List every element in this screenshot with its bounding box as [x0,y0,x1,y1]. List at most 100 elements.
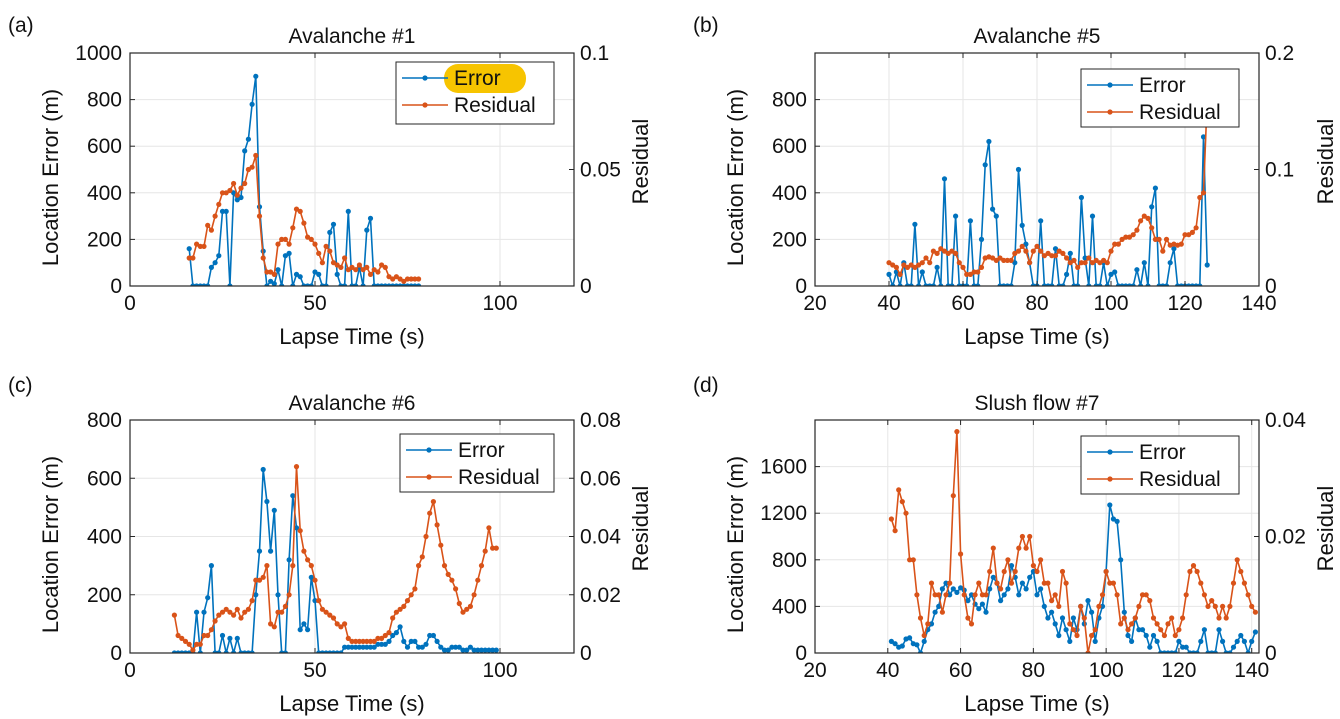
data-point [1060,283,1066,286]
data-point [1045,250,1051,256]
data-point [416,644,422,650]
data-point [382,641,388,647]
data-point [1180,615,1186,621]
legend-marker [422,102,428,108]
data-point [892,641,898,647]
data-point [1097,283,1103,286]
data-point [223,208,229,214]
legend: Error Residual [1080,68,1240,128]
data-point [1081,615,1087,621]
data-point [1194,568,1200,575]
data-point [938,283,944,286]
data-point [1118,557,1124,563]
data-point [453,644,459,650]
data-point [441,647,448,653]
data-point [330,260,337,266]
data-point [1201,627,1207,633]
data-point [968,592,975,598]
data-point [1023,241,1029,247]
series-error [186,73,422,286]
data-point [982,162,988,168]
data-point [334,621,340,627]
data-point [234,192,240,198]
data-point [201,243,207,249]
data-point [379,641,385,647]
data-point [901,262,907,268]
series-error [171,466,499,653]
data-point [345,208,351,214]
data-point [323,609,329,615]
data-point [932,592,938,598]
data-point [960,264,966,270]
data-point [397,606,403,612]
chart-title: Avalanche #6 [289,392,416,415]
data-point [954,589,960,596]
data-point [1176,627,1182,633]
data-point [323,283,329,286]
data-point [1136,603,1142,610]
data-point [1178,241,1184,247]
x-tick-label: 20 [803,292,826,315]
data-point [1234,557,1240,563]
data-point [1209,598,1215,604]
data-point [1138,218,1144,224]
y-tick-label: 400 [772,595,807,618]
data-point [360,638,366,645]
data-point [978,264,985,270]
data-point [1049,253,1055,259]
data-point [1067,250,1073,256]
data-point [342,255,348,261]
x-tick-label: 40 [876,659,899,682]
data-point [349,264,355,270]
data-point [1121,615,1127,621]
data-point [1114,518,1120,525]
y-right-tick-label: 0.1 [1265,159,1294,182]
data-point [475,577,481,583]
data-point [1123,234,1129,240]
data-point [1114,592,1120,598]
data-point [1220,603,1226,610]
data-point [1027,533,1033,540]
y-tick-label: 400 [87,182,122,205]
data-point [286,250,292,256]
data-point [253,592,259,598]
data-point [393,609,399,615]
legend-highlight [444,64,526,93]
data-point [271,624,277,630]
y-right-tick-label: 0.06 [580,467,621,490]
data-point [1092,627,1098,633]
data-point [1059,568,1066,575]
data-point [1220,638,1226,645]
data-point [256,577,263,583]
data-point [993,257,999,263]
data-point [227,283,233,286]
data-point [1016,545,1022,551]
legend-entry-residual: Residual [454,94,536,117]
data-point [197,650,203,653]
data-point [364,264,370,270]
y-right-tick-label: 0.08 [580,409,621,432]
data-point [242,148,248,154]
data-point [897,271,903,277]
data-point [1129,621,1135,627]
data-point [179,635,185,642]
data-point [990,255,996,261]
data-point [379,635,385,642]
data-point [301,621,307,627]
data-point [423,533,429,540]
data-point [460,609,466,615]
y-tick-label: 400 [772,182,807,205]
data-point [275,241,281,247]
data-point [1201,592,1207,598]
data-point [998,598,1004,604]
data-point [356,262,362,268]
y-right-tick-label: 0.04 [1265,409,1306,432]
data-point [1086,283,1092,286]
data-point [899,643,905,649]
data-point [449,644,455,650]
x-tick-label: 60 [951,292,974,315]
data-point [434,522,440,528]
y-tick-label: 600 [87,467,122,490]
data-point [1252,629,1258,635]
